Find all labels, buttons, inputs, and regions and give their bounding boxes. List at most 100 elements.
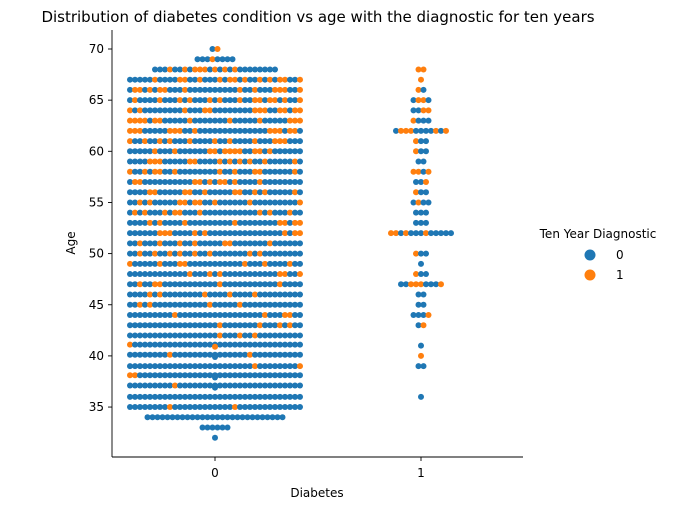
- point-diagnostic-0: [277, 117, 283, 124]
- point-diagnostic-0: [297, 393, 303, 400]
- point-diagnostic-0: [212, 354, 218, 360]
- point-diagnostic-0: [247, 97, 253, 104]
- point-diagnostic-0: [167, 148, 173, 155]
- point-diagnostic-1: [137, 117, 143, 124]
- point-diagnostic-0: [204, 424, 211, 431]
- point-diagnostic-0: [222, 322, 228, 329]
- point-diagnostic-0: [137, 311, 143, 318]
- point-diagnostic-0: [227, 404, 233, 411]
- point-diagnostic-1: [152, 117, 158, 124]
- point-diagnostic-0: [252, 404, 258, 411]
- point-diagnostic-1: [147, 301, 153, 308]
- legend-label: 1: [616, 268, 624, 282]
- point-diagnostic-0: [425, 117, 432, 124]
- point-diagnostic-1: [177, 127, 183, 134]
- point-diagnostic-1: [217, 322, 223, 329]
- point-diagnostic-0: [272, 230, 278, 237]
- point-diagnostic-1: [132, 209, 138, 216]
- point-diagnostic-0: [212, 86, 218, 93]
- point-diagnostic-0: [187, 322, 193, 329]
- point-diagnostic-0: [242, 240, 248, 247]
- point-diagnostic-1: [192, 240, 198, 247]
- point-diagnostic-0: [242, 178, 248, 185]
- point-diagnostic-0: [209, 414, 216, 421]
- point-diagnostic-0: [142, 107, 148, 114]
- point-diagnostic-0: [162, 393, 168, 400]
- point-diagnostic-0: [272, 393, 278, 400]
- point-diagnostic-0: [212, 219, 218, 226]
- point-diagnostic-0: [177, 189, 183, 196]
- point-diagnostic-1: [127, 168, 133, 175]
- point-diagnostic-0: [157, 178, 163, 185]
- point-diagnostic-0: [262, 363, 268, 370]
- point-diagnostic-0: [272, 382, 278, 389]
- point-diagnostic-0: [137, 271, 143, 278]
- point-diagnostic-0: [177, 117, 183, 124]
- point-diagnostic-0: [297, 158, 303, 165]
- point-diagnostic-1: [292, 127, 298, 134]
- point-diagnostic-0: [272, 209, 278, 216]
- point-diagnostic-0: [127, 250, 133, 257]
- point-diagnostic-0: [152, 382, 158, 389]
- point-diagnostic-0: [152, 97, 158, 104]
- point-diagnostic-0: [227, 322, 233, 329]
- point-diagnostic-0: [420, 117, 427, 124]
- point-diagnostic-1: [297, 76, 303, 83]
- point-diagnostic-0: [197, 404, 203, 411]
- point-diagnostic-1: [127, 117, 133, 124]
- point-diagnostic-0: [127, 322, 133, 329]
- point-diagnostic-0: [222, 219, 228, 226]
- point-diagnostic-0: [142, 351, 148, 358]
- point-diagnostic-0: [192, 107, 198, 114]
- point-diagnostic-0: [192, 363, 198, 370]
- point-diagnostic-0: [247, 209, 253, 216]
- point-diagnostic-1: [202, 66, 208, 73]
- point-diagnostic-0: [147, 209, 153, 216]
- point-diagnostic-0: [247, 404, 253, 411]
- point-diagnostic-0: [167, 189, 173, 196]
- point-diagnostic-0: [187, 363, 193, 370]
- point-diagnostic-0: [287, 332, 293, 339]
- point-diagnostic-0: [197, 260, 203, 267]
- point-diagnostic-0: [222, 138, 228, 145]
- point-diagnostic-0: [247, 230, 253, 237]
- point-diagnostic-0: [277, 148, 283, 155]
- point-diagnostic-1: [232, 189, 238, 196]
- point-diagnostic-0: [282, 127, 288, 134]
- point-diagnostic-0: [187, 332, 193, 339]
- point-diagnostic-0: [182, 291, 188, 298]
- point-diagnostic-0: [137, 76, 143, 83]
- point-diagnostic-0: [247, 311, 253, 318]
- point-diagnostic-0: [272, 260, 278, 267]
- point-diagnostic-1: [182, 219, 188, 226]
- point-diagnostic-1: [172, 382, 178, 389]
- point-diagnostic-0: [167, 332, 173, 339]
- point-diagnostic-1: [282, 76, 288, 83]
- point-diagnostic-0: [192, 138, 198, 145]
- point-diagnostic-0: [227, 86, 233, 93]
- point-diagnostic-0: [132, 158, 138, 165]
- point-diagnostic-0: [237, 311, 243, 318]
- point-diagnostic-0: [262, 138, 268, 145]
- point-diagnostic-0: [222, 209, 228, 216]
- point-diagnostic-0: [157, 322, 163, 329]
- point-diagnostic-0: [242, 219, 248, 226]
- point-diagnostic-0: [162, 219, 168, 226]
- point-diagnostic-0: [137, 393, 143, 400]
- point-diagnostic-0: [172, 138, 178, 145]
- point-diagnostic-0: [262, 404, 268, 411]
- point-diagnostic-1: [267, 97, 273, 104]
- point-diagnostic-0: [202, 372, 208, 379]
- point-diagnostic-0: [252, 301, 258, 308]
- point-diagnostic-0: [247, 382, 253, 389]
- point-diagnostic-1: [212, 199, 218, 206]
- point-diagnostic-1: [167, 404, 173, 411]
- point-diagnostic-0: [257, 271, 263, 278]
- point-diagnostic-1: [292, 168, 298, 175]
- point-diagnostic-0: [272, 240, 278, 247]
- point-diagnostic-0: [247, 322, 253, 329]
- point-diagnostic-1: [267, 148, 273, 155]
- point-diagnostic-0: [272, 332, 278, 339]
- point-diagnostic-0: [287, 363, 293, 370]
- point-diagnostic-0: [277, 230, 283, 237]
